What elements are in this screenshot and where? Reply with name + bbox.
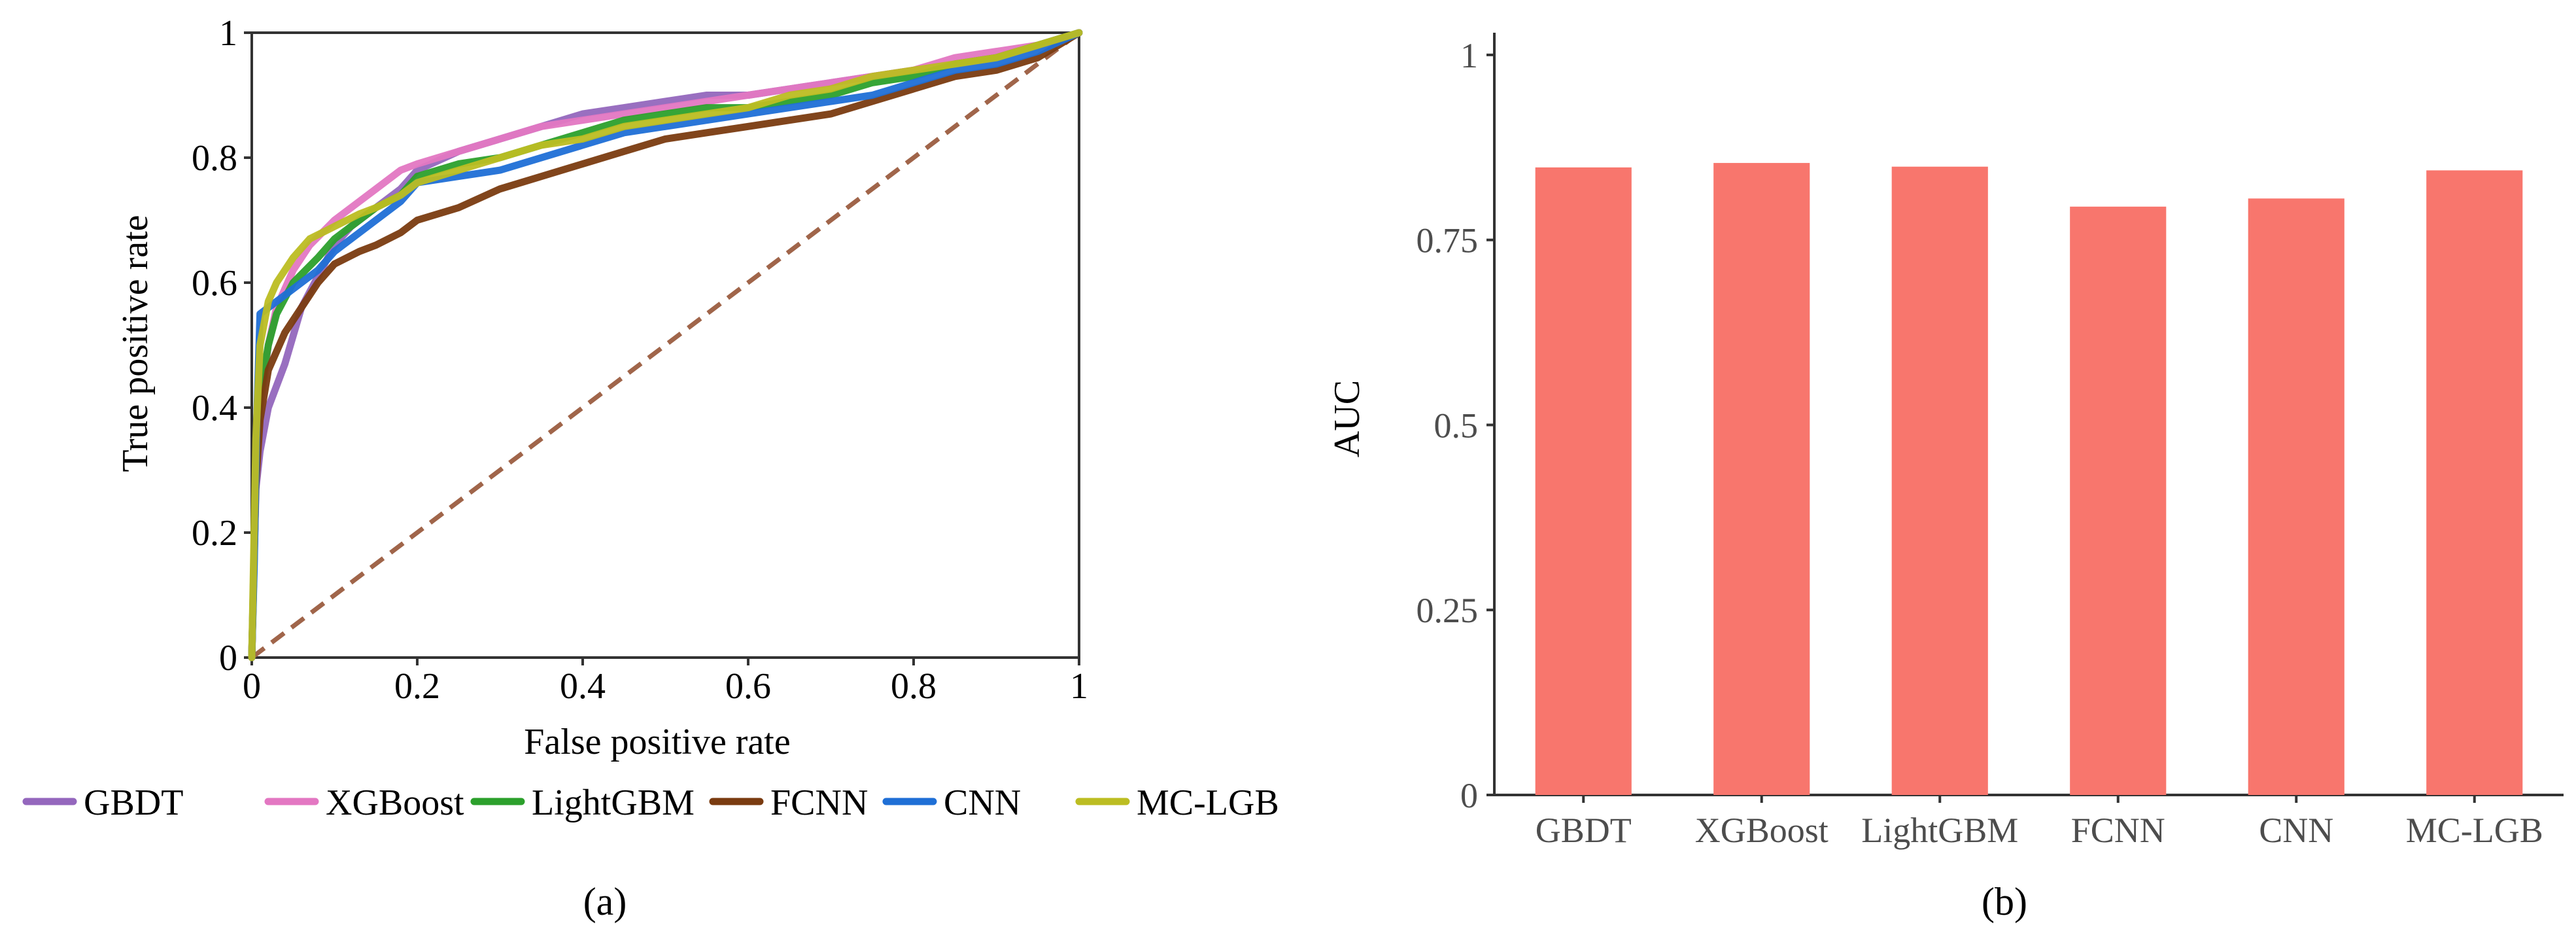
auc-bar-xgboost bbox=[1713, 163, 1810, 795]
auc-bar-lightgbm bbox=[1891, 166, 1988, 796]
auc-y-tick-label: 0.25 bbox=[1417, 591, 1479, 630]
auc-y-tick-label: 0 bbox=[1460, 776, 1478, 815]
roc-y-tick-label: 0.4 bbox=[192, 388, 237, 429]
roc-x-tick-label: 0 bbox=[243, 666, 261, 707]
roc-chart: 0 0.2 0.4 0.6 0.8 1 0 0.2 0.4 0.6 0.8 1 False posit… bbox=[22, 13, 1279, 923]
auc-x-tick-label: MC-LGB bbox=[2406, 811, 2543, 850]
auc-ticks: 0 0.25 0.5 0.75 1 GBDT XGBoost LightGBM FCNN CNN M… bbox=[1417, 36, 2543, 850]
roc-x-tick-label: 0.4 bbox=[560, 666, 606, 707]
roc-x-tick-label: 0.6 bbox=[725, 666, 771, 707]
roc-y-tick-label: 0.8 bbox=[192, 138, 237, 179]
auc-y-tick-label: 0.75 bbox=[1417, 221, 1479, 260]
auc-x-tick-label: GBDT bbox=[1536, 811, 1632, 850]
auc-x-tick-label: CNN bbox=[2259, 811, 2333, 850]
auc-x-tick-label: XGBoost bbox=[1695, 811, 1829, 850]
legend-label-lightgbm: LightGBM bbox=[532, 783, 695, 823]
roc-y-axis-label: True positive rate bbox=[115, 215, 156, 472]
auc-bar-mc-lgb bbox=[2426, 170, 2523, 795]
roc-plot-frame bbox=[250, 31, 1080, 659]
roc-x-axis-label: False positive rate bbox=[524, 722, 790, 762]
panel-label-a: (a) bbox=[583, 880, 627, 923]
roc-curve-mc-lgb bbox=[248, 29, 1083, 661]
roc-y-tick-label: 1 bbox=[219, 13, 237, 54]
auc-bars bbox=[1535, 163, 2523, 796]
legend-label-xgboost: XGBoost bbox=[326, 783, 464, 823]
roc-y-tick-label: 0.2 bbox=[192, 513, 237, 554]
auc-x-tick-label: FCNN bbox=[2071, 811, 2165, 850]
roc-curves bbox=[248, 29, 1083, 661]
auc-y-tick-label: 1 bbox=[1460, 36, 1478, 75]
auc-bar-cnn bbox=[2248, 198, 2344, 795]
roc-y-tick-label: 0.6 bbox=[192, 263, 237, 304]
roc-y-tick-label: 0 bbox=[219, 638, 237, 679]
legend-label-cnn: CNN bbox=[944, 783, 1021, 823]
auc-y-axis-label: AUC bbox=[1327, 380, 1367, 457]
auc-bar-chart: 0 0.25 0.5 0.75 1 GBDT XGBoost LightGBM FCNN CNN M… bbox=[1327, 33, 2564, 923]
auc-bar-fcnn bbox=[2070, 206, 2167, 795]
roc-curve-cnn bbox=[248, 29, 1083, 661]
auc-y-tick-label: 0.5 bbox=[1434, 406, 1479, 445]
roc-legend: GBDT XGBoost LightGBM FCNN CNN MC-LGB bbox=[22, 783, 1279, 823]
legend-label-fcnn: FCNN bbox=[770, 783, 868, 823]
panel-label-b: (b) bbox=[1982, 880, 2027, 923]
auc-x-tick-label: LightGBM bbox=[1861, 811, 2018, 850]
roc-x-tick-label: 0.8 bbox=[891, 666, 936, 707]
legend-label-mc-lgb: MC-LGB bbox=[1137, 783, 1279, 823]
roc-curve-fcnn bbox=[248, 29, 1083, 661]
auc-bar-gbdt bbox=[1535, 167, 1632, 795]
legend-label-gbdt: GBDT bbox=[84, 783, 183, 823]
roc-x-tick-label: 0.2 bbox=[394, 666, 440, 707]
roc-x-tick-label: 1 bbox=[1070, 666, 1088, 707]
roc-ticks: 0 0.2 0.4 0.6 0.8 1 0 0.2 0.4 0.6 0.8 1 bbox=[192, 13, 1088, 707]
